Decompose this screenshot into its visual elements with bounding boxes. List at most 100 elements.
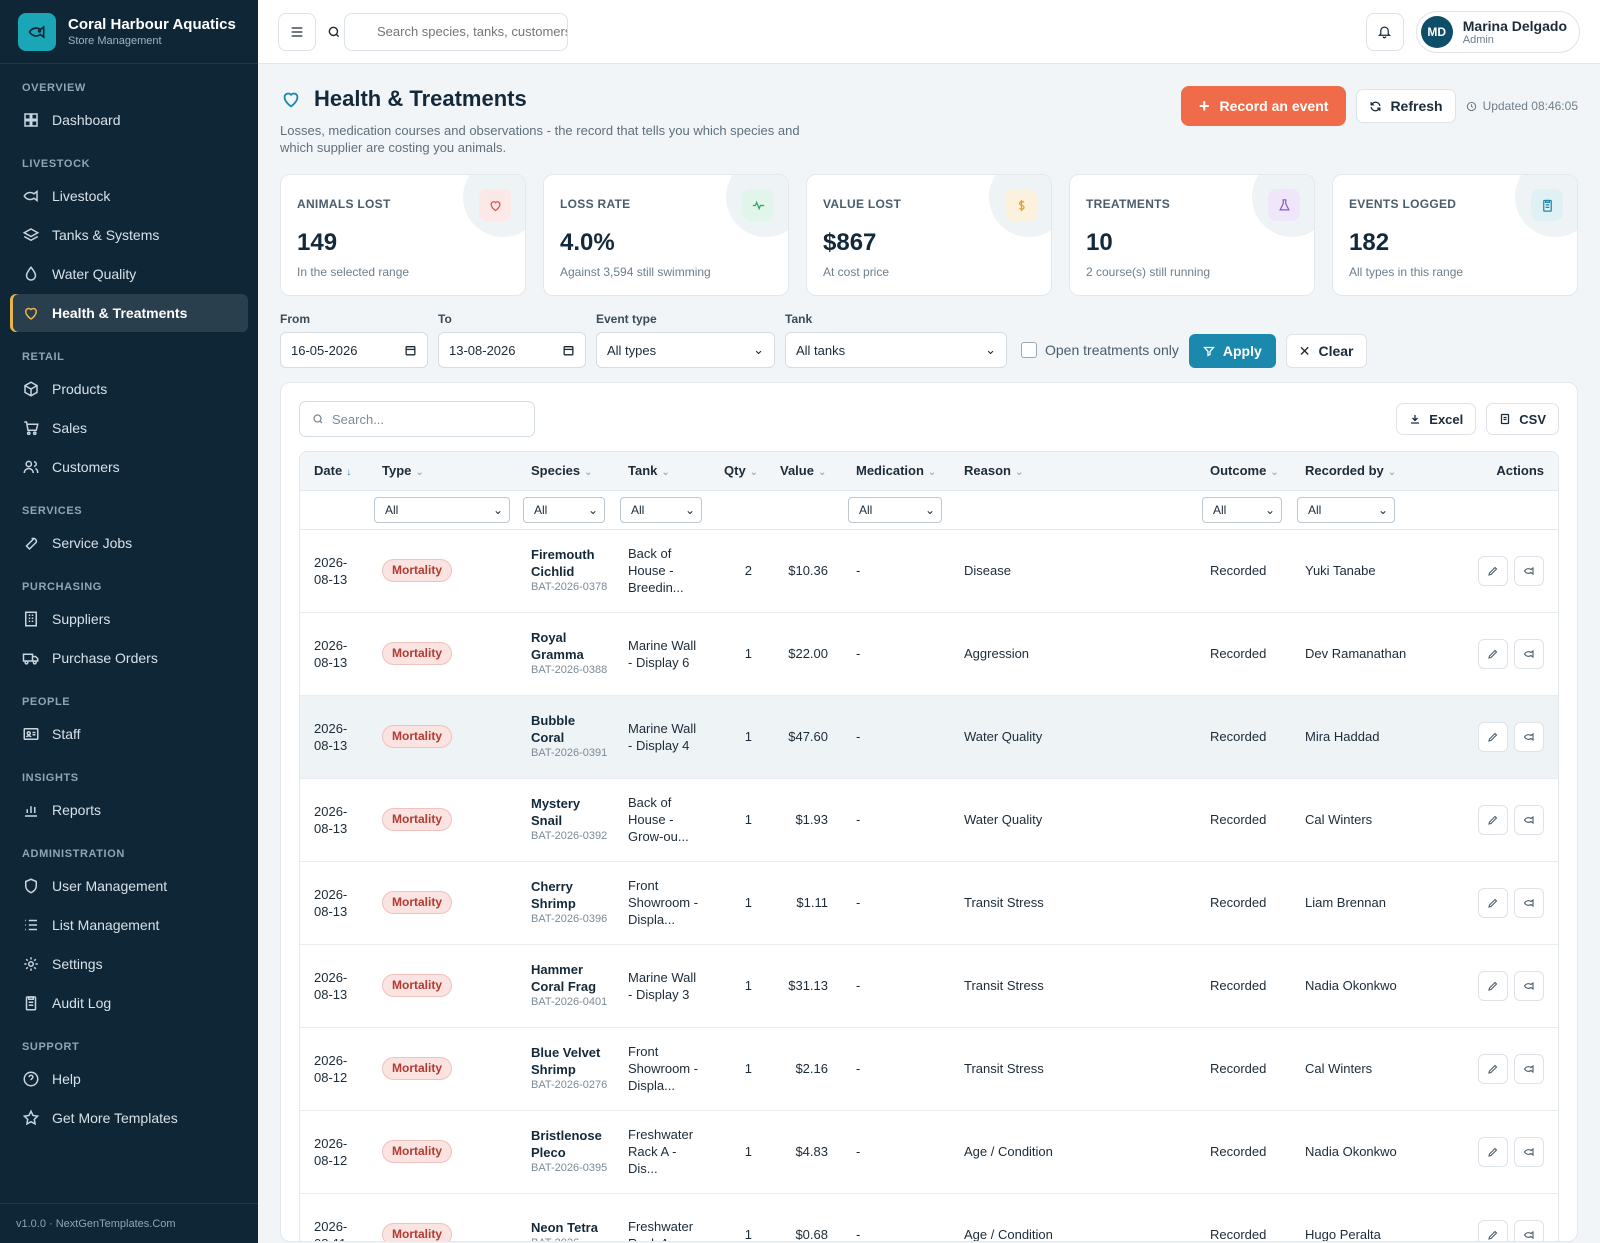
view-button[interactable] xyxy=(1514,804,1544,835)
column-header-value[interactable]: Value ⌄ xyxy=(766,452,842,491)
record-event-button[interactable]: + Record an event xyxy=(1180,86,1347,126)
table-row[interactable]: 2026-08-12 Mortality Blue Velvet Shrimp BAT… xyxy=(300,1027,1558,1111)
cell-tank: Freshwater Rack A - xyxy=(614,1193,710,1241)
global-search-input[interactable] xyxy=(345,24,567,39)
column-header-outcome[interactable]: Outcome ⌄ xyxy=(1196,452,1291,491)
table-row[interactable]: 2026-08-13 Mortality Firemouth Cichlid BAT-… xyxy=(300,529,1558,613)
table-search-placeholder: Search... xyxy=(332,411,385,427)
sidebar-item-help[interactable]: Help xyxy=(10,1060,248,1098)
apply-button[interactable]: Apply xyxy=(1188,334,1276,368)
sidebar-item-settings[interactable]: Settings xyxy=(10,945,248,983)
clear-button[interactable]: ✕ Clear xyxy=(1285,334,1367,368)
sidebar-item-user-management[interactable]: User Management xyxy=(10,867,248,905)
column-header-reason[interactable]: Reason ⌄ xyxy=(950,452,1196,491)
column-filter-species[interactable]: All ⌄ xyxy=(523,496,605,523)
edit-button[interactable] xyxy=(1478,1219,1508,1241)
sidebar-item-label: Sales xyxy=(52,420,88,436)
cell-species: Cherry Shrimp xyxy=(531,879,576,911)
cell-recorded-by: Hugo Peralta xyxy=(1291,1193,1424,1241)
view-button[interactable] xyxy=(1514,1136,1544,1167)
sidebar-item-label: Tanks & Systems xyxy=(52,227,160,243)
sidebar-item-dashboard[interactable]: Dashboard xyxy=(10,101,248,139)
view-button[interactable] xyxy=(1514,1219,1544,1241)
sidebar-item-suppliers[interactable]: Suppliers xyxy=(10,600,248,638)
cell-reason: Age / Condition xyxy=(950,1193,1196,1241)
open-treatments-checkbox[interactable]: Open treatments only xyxy=(1021,332,1179,368)
column-header-species[interactable]: Species ⌄ xyxy=(517,452,614,491)
sidebar-item-sales[interactable]: Sales xyxy=(10,409,248,447)
event-type-select[interactable]: All types ⌄ xyxy=(596,332,775,368)
cell-value: $10.36 xyxy=(766,529,842,613)
sidebar-item-tanks-systems[interactable]: Tanks & Systems xyxy=(10,216,248,254)
sidebar-item-label: Staff xyxy=(52,726,81,742)
table-row[interactable]: 2026-08-13 Mortality Cherry Shrimp BAT-2026… xyxy=(300,861,1558,945)
column-filter-recorded-by[interactable]: All ⌄ xyxy=(1297,496,1395,523)
sidebar-item-service-jobs[interactable]: Service Jobs xyxy=(10,524,248,562)
column-header-type[interactable]: Type ⌄ xyxy=(368,452,517,491)
view-button[interactable] xyxy=(1514,555,1544,586)
edit-button[interactable] xyxy=(1478,1136,1508,1167)
brand[interactable]: Coral Harbour Aquatics Store Management xyxy=(0,0,258,64)
table-row[interactable]: 2026-08-13 Mortality Bubble Coral BAT-2026-… xyxy=(300,695,1558,779)
cell-outcome: Recorded xyxy=(1196,944,1291,1028)
from-date-input[interactable]: 16-05-2026 xyxy=(280,332,428,368)
cell-species: Blue Velvet Shrimp xyxy=(531,1045,601,1077)
column-filter-outcome[interactable]: All ⌄ xyxy=(1202,496,1282,523)
edit-button[interactable] xyxy=(1478,887,1508,918)
edit-button[interactable] xyxy=(1478,1053,1508,1084)
column-header-date[interactable]: Date ↓ xyxy=(300,452,368,491)
column-header-tank[interactable]: Tank ⌄ xyxy=(614,452,710,491)
view-button[interactable] xyxy=(1514,721,1544,752)
export-excel-button[interactable]: Excel xyxy=(1396,403,1477,435)
to-date-input[interactable]: 13-08-2026 xyxy=(438,332,586,368)
refresh-button[interactable]: Refresh xyxy=(1356,89,1456,123)
user-name: Marina Delgado xyxy=(1462,17,1567,34)
sidebar-item-list-management[interactable]: List Management xyxy=(10,906,248,944)
sidebar-item-livestock[interactable]: Livestock xyxy=(10,177,248,215)
sidebar-item-label: Customers xyxy=(52,459,120,475)
notifications-button[interactable] xyxy=(1365,12,1404,51)
table-row[interactable]: 2026-08-13 Mortality Royal Gramma BAT-2026-… xyxy=(300,612,1558,696)
column-filter-type[interactable]: All ⌄ xyxy=(374,496,510,523)
view-button[interactable] xyxy=(1514,1053,1544,1084)
sidebar-item-purchase-orders[interactable]: Purchase Orders xyxy=(10,639,248,677)
table-row[interactable]: 2026-08-12 Mortality Bristlenose Pleco BAT-… xyxy=(300,1110,1558,1194)
sort-icon: ⌄ xyxy=(749,467,759,479)
cell-reason: Transit Stress xyxy=(950,1027,1196,1111)
sidebar-item-products[interactable]: Products xyxy=(10,370,248,408)
sidebar-item-staff[interactable]: Staff xyxy=(10,715,248,753)
sidebar-item-health-treatments[interactable]: Health & Treatments xyxy=(10,294,248,332)
column-filter-tank[interactable]: All ⌄ xyxy=(620,496,702,523)
table-row[interactable]: 2026-08-13 Mortality Hammer Coral Frag BAT-… xyxy=(300,944,1558,1028)
edit-button[interactable] xyxy=(1478,555,1508,586)
column-filter-medication[interactable]: All ⌄ xyxy=(848,496,942,523)
checkbox-box[interactable] xyxy=(1021,342,1037,358)
edit-button[interactable] xyxy=(1478,638,1508,669)
menu-toggle-button[interactable] xyxy=(278,12,316,51)
cell-medication: - xyxy=(842,778,950,862)
sidebar-item-customers[interactable]: Customers xyxy=(10,448,248,486)
edit-button[interactable] xyxy=(1478,721,1508,752)
sidebar-item-get-more-templates[interactable]: Get More Templates xyxy=(10,1099,248,1137)
edit-button[interactable] xyxy=(1478,970,1508,1001)
column-header-qty[interactable]: Qty ⌄ xyxy=(710,452,766,491)
pencil-icon xyxy=(1488,898,1498,908)
tank-select[interactable]: All tanks ⌄ xyxy=(785,332,1007,368)
column-header-recorded-by[interactable]: Recorded by ⌄ xyxy=(1291,452,1424,491)
edit-button[interactable] xyxy=(1478,804,1508,835)
table-row[interactable]: 2026-08-13 Mortality Mystery Snail BAT-2026… xyxy=(300,778,1558,862)
kpi-note: 2 course(s) still running xyxy=(1086,265,1211,279)
sidebar-item-water-quality[interactable]: Water Quality xyxy=(10,255,248,293)
column-header-medication[interactable]: Medication ⌄ xyxy=(842,452,950,491)
sidebar-item-label: Suppliers xyxy=(52,611,111,627)
view-button[interactable] xyxy=(1514,638,1544,669)
table-row[interactable]: 2026-08-11 Mortality Neon TetraBAT-2026- Fr… xyxy=(300,1193,1558,1241)
global-search[interactable] xyxy=(328,12,568,51)
view-button[interactable] xyxy=(1514,970,1544,1001)
export-csv-button[interactable]: CSV xyxy=(1486,403,1559,435)
view-button[interactable] xyxy=(1514,887,1544,918)
sidebar-item-reports[interactable]: Reports xyxy=(10,791,248,829)
user-menu[interactable]: MD Marina Delgado Admin xyxy=(1415,10,1580,53)
sidebar-item-audit-log[interactable]: Audit Log xyxy=(10,984,248,1022)
table-search-input[interactable]: Search... xyxy=(299,401,535,437)
